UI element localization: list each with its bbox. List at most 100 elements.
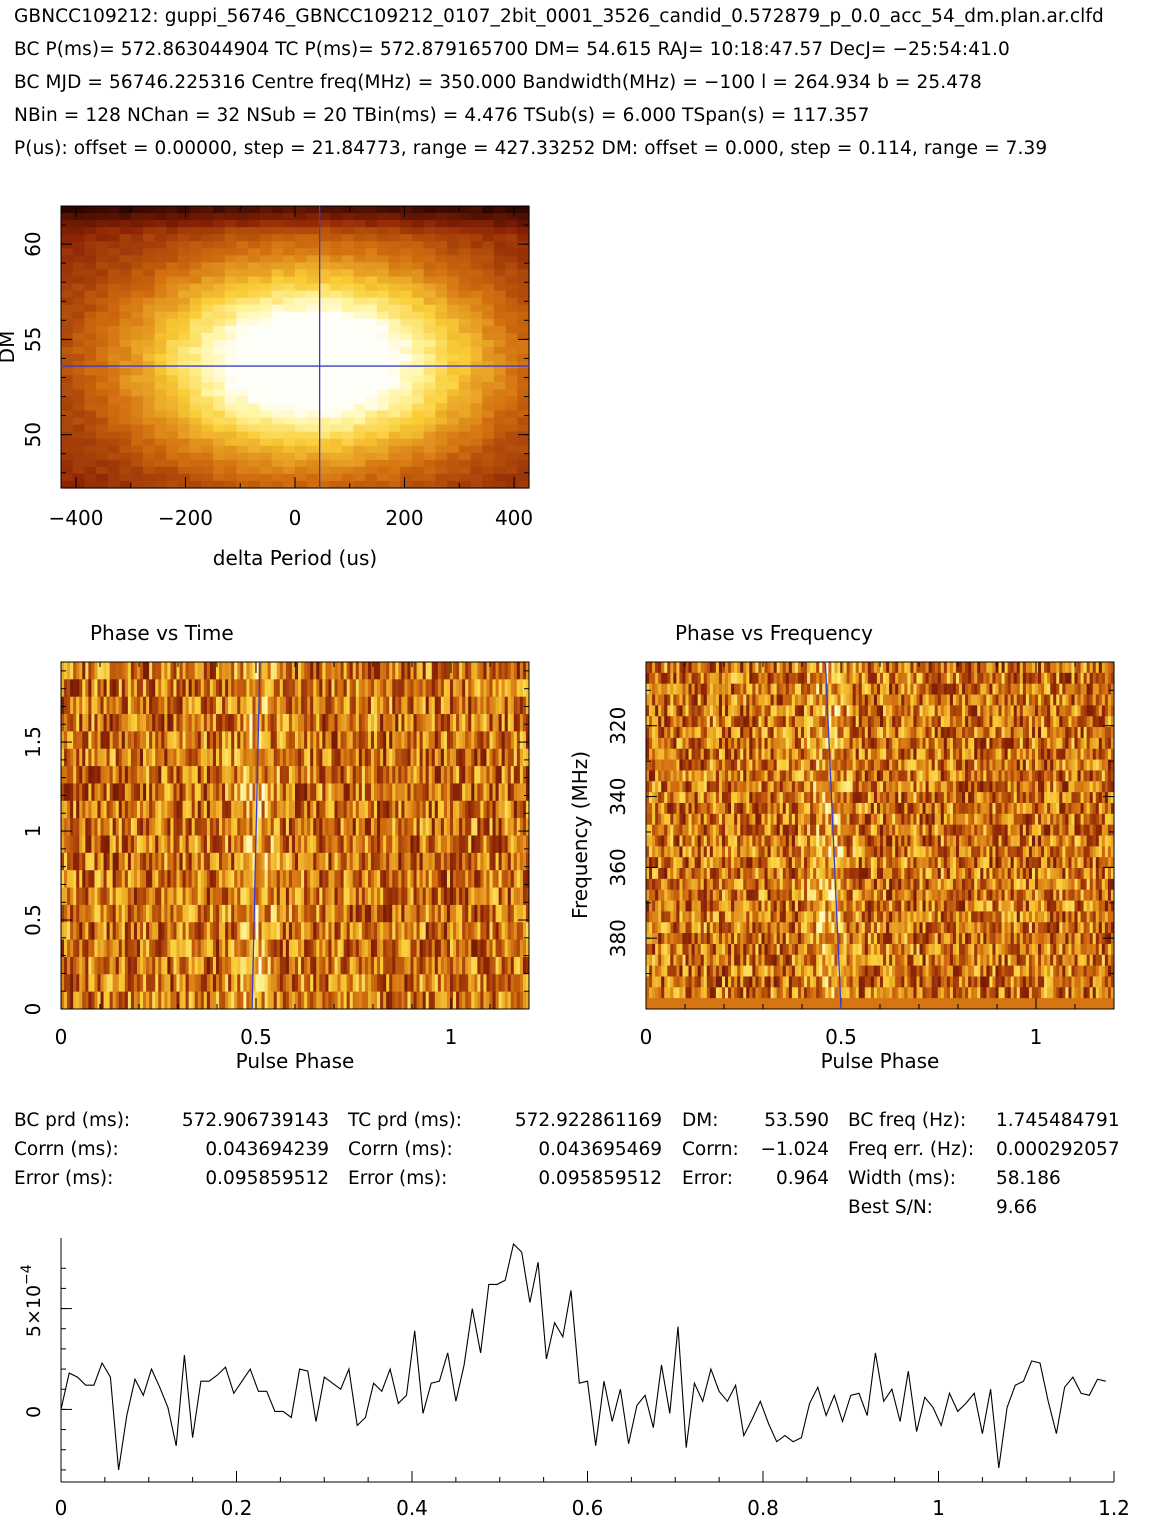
- phase-cell: [100, 835, 105, 854]
- phase-cell: [428, 731, 433, 750]
- dm-period-cell: [271, 354, 284, 362]
- phase-cell: [358, 731, 363, 750]
- phase-cell: [355, 714, 360, 732]
- phase-cell: [416, 835, 421, 854]
- phase-cell: [106, 748, 111, 767]
- dm-period-cell: [283, 403, 296, 412]
- phase-cell: [295, 800, 299, 819]
- phase-cell: [422, 904, 427, 923]
- phase-cell: [240, 731, 244, 750]
- dm-period-cell: [517, 438, 530, 447]
- phase-cell: [462, 922, 466, 941]
- dm-period-cell: [412, 332, 425, 341]
- phase-cell: [434, 731, 439, 750]
- dm-period-cell: [400, 459, 413, 468]
- dm-period-cell: [306, 445, 319, 454]
- phase-cell: [276, 731, 281, 750]
- phase-cell: [203, 835, 208, 854]
- phase-cell: [282, 922, 287, 941]
- phase-cell: [91, 818, 95, 836]
- phase-cell: [940, 662, 945, 674]
- phase-cell: [519, 696, 524, 715]
- phase-cell: [459, 835, 463, 854]
- phase-cell: [91, 922, 95, 941]
- phase-cell: [443, 696, 448, 715]
- phase-cell: [264, 696, 269, 715]
- dm-period-cell: [166, 389, 179, 397]
- phase-cell: [462, 731, 466, 750]
- dm-period-cell: [458, 332, 472, 341]
- phase-cell: [370, 870, 375, 889]
- phase-cell: [916, 662, 921, 674]
- phase-cell: [428, 766, 433, 784]
- phase-cell: [158, 991, 162, 1010]
- phase-cell: [507, 800, 512, 819]
- dm-period-cell: [61, 424, 74, 433]
- phase-cell: [158, 783, 162, 802]
- phase-cell: [103, 904, 108, 923]
- phase-cell: [446, 991, 451, 1010]
- phase-cell: [203, 783, 208, 802]
- phase-cell: [106, 800, 111, 819]
- phase-cell: [453, 991, 457, 1010]
- phase-cell: [346, 991, 351, 1010]
- dm-period-cell: [400, 473, 413, 482]
- phase-cell: [246, 748, 250, 767]
- dm-period-cell: [330, 354, 343, 362]
- phase-cell: [316, 870, 320, 889]
- phase-cell: [513, 800, 518, 819]
- dm-period-cell: [61, 304, 74, 313]
- phase-cell: [185, 748, 190, 767]
- dm-period-cell: [84, 466, 97, 475]
- dm-period-cell: [178, 354, 191, 362]
- phase-cell: [364, 748, 369, 767]
- phase-cell: [377, 904, 381, 923]
- dm-period-cell: [213, 375, 226, 383]
- dm-period-cell: [330, 283, 343, 292]
- phase-cell: [206, 991, 211, 1010]
- dm-period-cell: [271, 347, 284, 355]
- phase-cell: [465, 991, 469, 1010]
- phase-cell: [422, 696, 427, 715]
- phase-cell: [273, 731, 278, 750]
- phase-cell: [489, 714, 494, 732]
- phase-cell: [489, 766, 494, 784]
- phase-cell: [310, 662, 314, 680]
- phase-cell: [209, 766, 214, 784]
- dm-period-cell: [517, 234, 530, 242]
- phase-cell: [291, 939, 296, 958]
- phase-cell: [995, 662, 1000, 674]
- dm-period-cell: [154, 417, 167, 426]
- dm-period-cell: [341, 431, 355, 440]
- phase-cell: [465, 679, 469, 698]
- phase-cell: [146, 835, 150, 854]
- phase-cell: [761, 662, 766, 674]
- phase-cell: [112, 974, 117, 993]
- phase-cell: [298, 835, 302, 854]
- phase-cell: [352, 835, 357, 854]
- dm-period-cell: [283, 262, 296, 271]
- phase-cell: [109, 852, 114, 871]
- phase-cell: [474, 922, 478, 941]
- phase-cell: [88, 922, 92, 941]
- phase-cell: [504, 818, 509, 836]
- phase-cell: [483, 818, 487, 836]
- phase-cell: [334, 748, 339, 767]
- phase-cell: [103, 974, 108, 993]
- dm-period-cell: [400, 382, 413, 390]
- phase-cell: [310, 852, 314, 871]
- phase-cell: [276, 991, 281, 1010]
- dm-period-cell: [365, 438, 378, 447]
- phase-cell: [392, 800, 396, 819]
- dm-period-cell: [283, 382, 296, 390]
- phase-cell: [465, 783, 469, 802]
- dm-period-cell: [259, 354, 273, 362]
- phase-cell: [112, 887, 117, 906]
- phase-cell: [492, 766, 497, 784]
- dm-period-cell: [248, 410, 261, 419]
- phase-cell: [474, 818, 478, 836]
- phase-cell: [149, 852, 153, 871]
- phase-cell: [304, 852, 308, 871]
- dm-period-cell: [201, 473, 214, 482]
- phase-cell: [258, 731, 263, 750]
